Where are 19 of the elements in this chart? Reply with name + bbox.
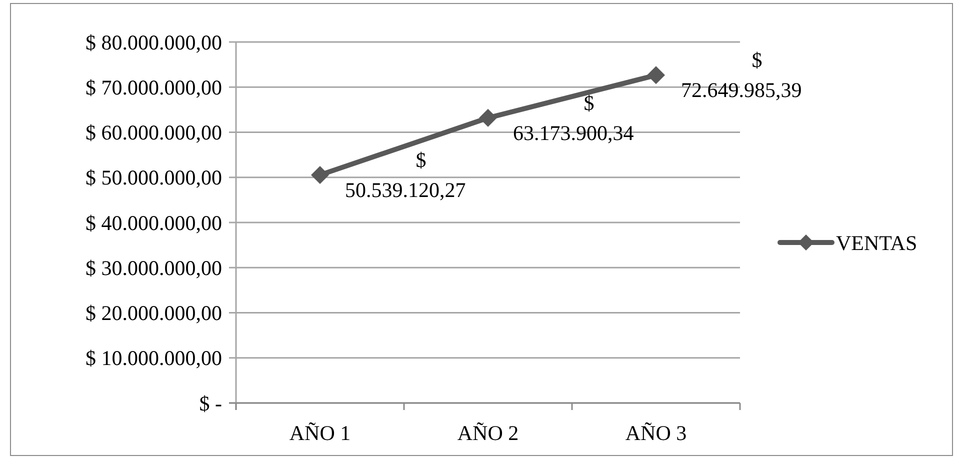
y-tick-label: $ 10.000.000,00 (86, 346, 222, 370)
legend-label: VENTAS (836, 230, 918, 255)
x-tick-label: AÑO 3 (625, 421, 687, 445)
y-tick-label: $ 20.000.000,00 (86, 301, 222, 326)
y-tick-label: $ 80.000.000,00 (86, 30, 222, 54)
data-label: $ 63.173.900,34 (513, 90, 634, 145)
point (479, 108, 497, 127)
x-tick-label: AÑO 2 (457, 421, 519, 445)
data-label: $ 50.539.120,27 (345, 148, 466, 202)
point (311, 166, 329, 184)
y-tick-label: $ 50.000.000,00 (86, 166, 222, 190)
y-tick-label: $ - (199, 391, 222, 416)
point (647, 66, 665, 84)
y-tick-label: $ 60.000.000,00 (86, 120, 222, 145)
y-tick-label: $ 40.000.000,00 (86, 210, 222, 235)
x-tick-label: AÑO 1 (289, 421, 351, 445)
data-label: $ 72.649.985,39 (681, 48, 802, 102)
y-tick-label: $ 30.000.000,00 (86, 256, 222, 280)
y-tick-label: $ 70.000.000,00 (86, 75, 222, 100)
